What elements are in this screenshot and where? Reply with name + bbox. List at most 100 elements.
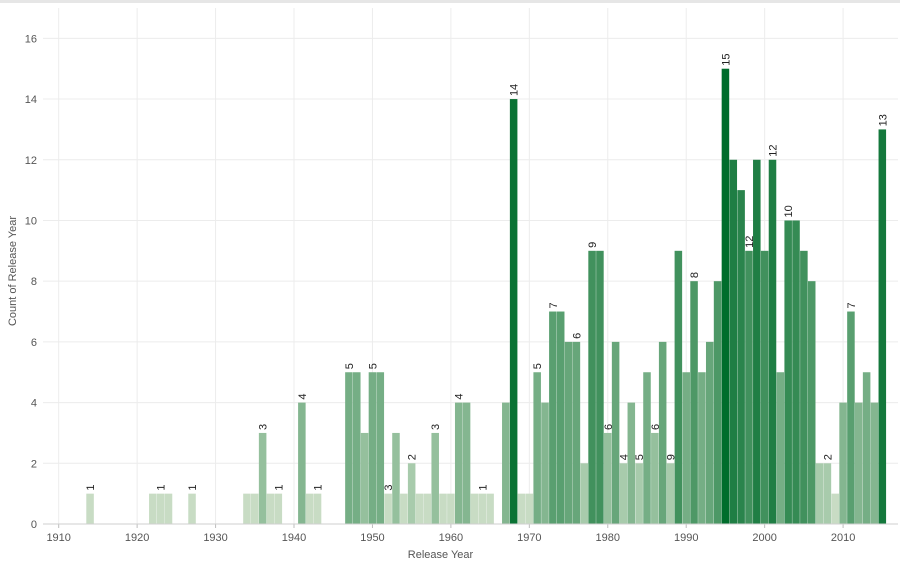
y-tick-label: 14 [25, 94, 37, 106]
bar-1992 [698, 372, 706, 524]
bar-1957 [423, 493, 432, 524]
bar-1953 [392, 432, 400, 524]
bar-2002 [776, 372, 785, 524]
bar-1950 [368, 372, 377, 524]
data-label-1958: 3 [430, 424, 442, 430]
bar-1963 [470, 493, 479, 524]
y-tick-label: 8 [31, 276, 37, 288]
bar-1938 [274, 493, 283, 524]
bar-1994 [713, 281, 722, 524]
data-label-1995: 15 [720, 53, 732, 65]
y-axis: 0 2 4 6 8 10 12 14 16 [25, 33, 37, 531]
x-tick-label: 1910 [46, 532, 70, 544]
bar-1954 [400, 493, 408, 524]
data-label-1938: 1 [273, 485, 285, 491]
y-tick-label: 0 [31, 519, 37, 531]
bar-1937 [266, 493, 275, 524]
data-label-2008: 2 [822, 454, 834, 460]
bar-1923 [156, 493, 165, 524]
bar-1984 [635, 463, 643, 524]
bar-1986 [651, 432, 659, 524]
data-label-1936: 3 [258, 424, 270, 430]
bar-1956 [415, 493, 424, 524]
data-label-1998: 12 [744, 236, 756, 248]
data-label-1961: 4 [454, 393, 466, 399]
y-tick-label: 10 [25, 215, 37, 227]
data-label-1943: 1 [313, 485, 325, 491]
bar-1993 [705, 341, 714, 524]
x-tick-label: 1940 [282, 532, 306, 544]
y-tick-label: 12 [25, 155, 37, 167]
bar-1934 [243, 493, 251, 524]
bar-1981 [611, 341, 620, 524]
bar-1970 [525, 493, 534, 524]
x-tick-label: 1960 [439, 532, 463, 544]
bar-1947 [345, 372, 353, 524]
data-label-1947: 5 [344, 363, 356, 369]
bar-1962 [462, 402, 471, 524]
bar-1996 [729, 159, 738, 524]
data-label-1980: 6 [603, 424, 615, 430]
bar-2000 [760, 250, 769, 524]
bar-1989 [674, 250, 683, 524]
data-label-1927: 1 [187, 485, 199, 491]
data-label-1991: 8 [689, 272, 701, 278]
bar-1959 [439, 493, 447, 524]
data-label-1978: 9 [587, 242, 599, 248]
bar-1997 [737, 190, 745, 524]
bar-1983 [627, 402, 636, 524]
x-tick-label: 1950 [360, 532, 384, 544]
data-label-1976: 6 [571, 333, 583, 339]
bar-1977 [580, 463, 588, 524]
bar-2004 [792, 220, 800, 524]
data-label-2015: 13 [877, 114, 889, 126]
bars [86, 68, 887, 525]
bar-2009 [831, 493, 840, 524]
data-label-1982: 4 [618, 454, 630, 460]
data-label-1950: 5 [367, 363, 379, 369]
bar-1998 [745, 250, 753, 524]
data-label-1955: 2 [407, 454, 419, 460]
bar-2014 [870, 402, 879, 524]
bar-1976 [572, 341, 581, 524]
bar-1987 [658, 341, 667, 524]
data-label-1986: 6 [650, 424, 662, 430]
top-border [0, 0, 900, 3]
bar-2005 [800, 250, 808, 524]
bar-1990 [682, 372, 690, 524]
bar-2001 [768, 159, 777, 524]
bar-1924 [164, 493, 173, 524]
bar-1927 [188, 493, 196, 524]
bar-2011 [847, 311, 855, 524]
bar-1999 [753, 159, 761, 524]
y-tick-label: 6 [31, 337, 37, 349]
bar-1914 [86, 493, 94, 524]
x-axis: 1910 1920 1930 1940 1950 1960 1970 1980 1990 2000… [46, 524, 855, 544]
bar-1978 [588, 250, 596, 524]
bar-1967 [502, 402, 510, 524]
x-tick-label: 2000 [752, 532, 776, 544]
bar-1982 [619, 463, 628, 524]
bar-1941 [298, 402, 306, 524]
bar-1975 [564, 341, 573, 524]
bar-1969 [517, 493, 526, 524]
bar-1935 [251, 493, 259, 524]
bar-1936 [258, 432, 267, 524]
bar-1979 [596, 250, 604, 524]
bar-1985 [643, 372, 651, 524]
data-label-1984: 5 [634, 454, 646, 460]
y-axis-title: Count of Release Year [7, 216, 19, 326]
data-label-1923: 1 [156, 485, 168, 491]
x-tick-label: 1970 [517, 532, 541, 544]
x-tick-label: 1930 [203, 532, 227, 544]
bar-2003 [784, 220, 792, 524]
bar-1960 [447, 493, 455, 524]
bar-1964 [478, 493, 487, 524]
bar-2008 [823, 463, 832, 524]
data-label-2003: 10 [783, 205, 795, 217]
bar-2013 [862, 372, 871, 524]
bar-2007 [815, 463, 824, 524]
data-label-2011: 7 [846, 302, 858, 308]
